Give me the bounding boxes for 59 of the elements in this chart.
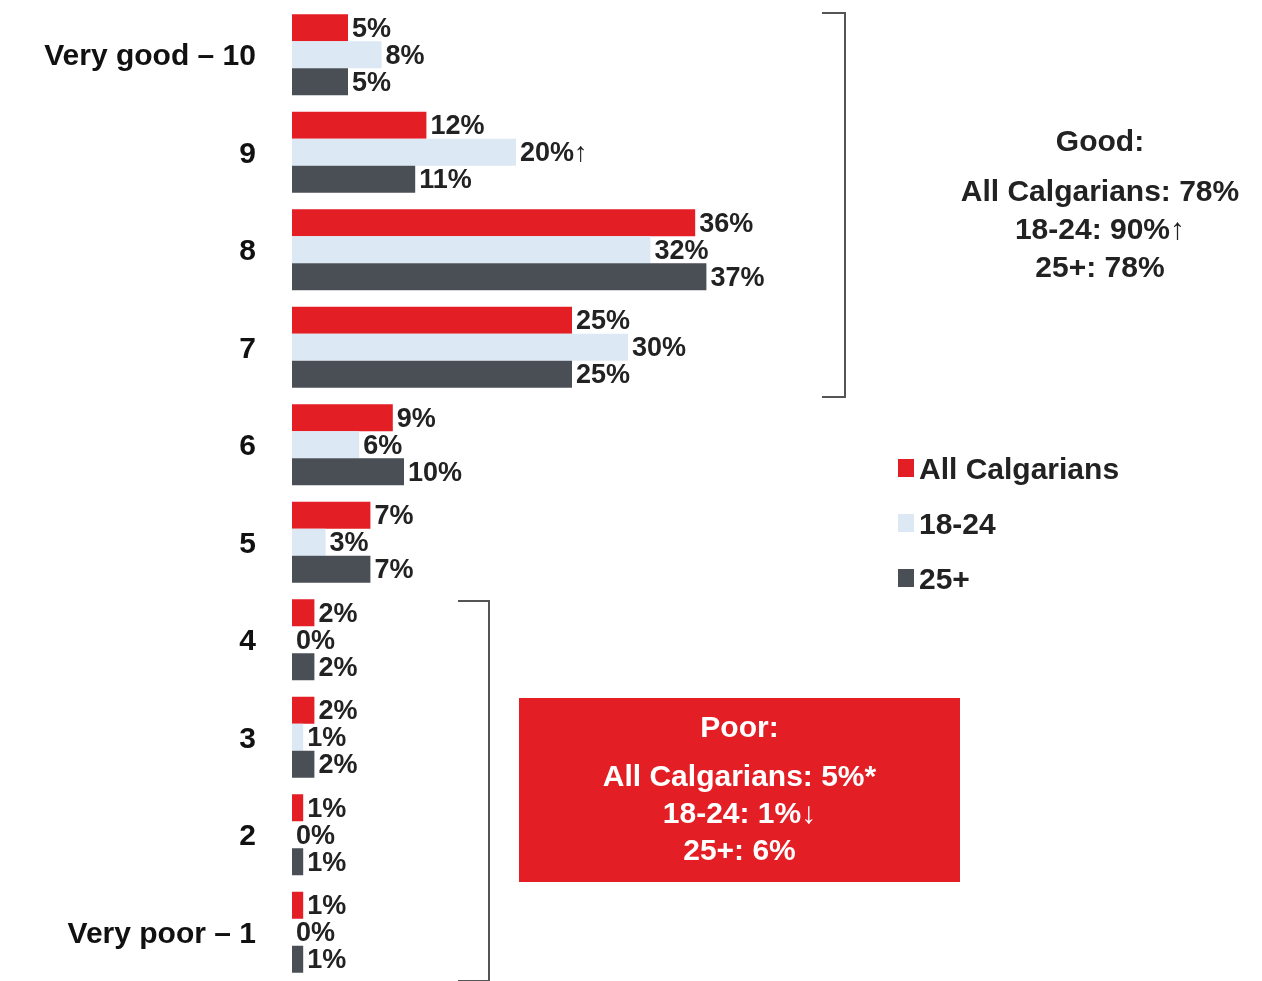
- bar: [292, 236, 651, 264]
- annotation: 25+: 6%: [682, 832, 797, 868]
- bar: [292, 333, 628, 361]
- data-label: 30%: [632, 332, 687, 363]
- y-tick-label: 7: [239, 330, 256, 364]
- legend-label: 18-24: [919, 506, 997, 540]
- data-label: 20%↑: [520, 137, 588, 168]
- data-label: 10%: [408, 456, 463, 487]
- data-label: 3%: [329, 527, 369, 558]
- bar: [292, 723, 304, 751]
- bar: [292, 599, 315, 627]
- bar: [292, 14, 348, 42]
- bar: [292, 68, 348, 96]
- annotation: 18-24: 1%↓: [661, 795, 818, 831]
- bar: [292, 306, 572, 334]
- data-label: 7%: [374, 554, 414, 585]
- bar: [292, 555, 371, 583]
- data-label: 11%: [419, 164, 472, 195]
- bar: [292, 501, 371, 529]
- bar: [292, 458, 404, 486]
- bar: [292, 945, 304, 973]
- annotation: All Calgarians: 5%*: [601, 758, 878, 794]
- y-tick-label: Very good – 10: [44, 38, 256, 72]
- bar: [292, 111, 427, 139]
- y-tick-label: 3: [239, 720, 256, 754]
- bar: [292, 696, 315, 724]
- data-label: 37%: [710, 261, 765, 292]
- data-label: 12%: [430, 110, 485, 141]
- bar: [292, 431, 360, 459]
- bar: [292, 891, 304, 919]
- y-tick-label: 6: [239, 428, 256, 462]
- y-tick-label: 5: [239, 525, 256, 559]
- y-tick-label: 2: [239, 818, 256, 852]
- y-tick-label: Very poor – 1: [67, 915, 256, 949]
- data-label: 25%: [576, 359, 631, 390]
- y-tick-label: 8: [239, 233, 256, 267]
- bar: [292, 209, 696, 237]
- annotation: Poor:: [699, 709, 780, 745]
- text: 18-24: 90%↑: [1013, 211, 1187, 247]
- bar: [292, 750, 315, 778]
- bar: [292, 848, 304, 876]
- bar: [292, 653, 315, 681]
- y-tick-label: 9: [239, 135, 256, 169]
- text: Good:: [1054, 123, 1146, 159]
- legend-label: 25+: [919, 561, 970, 595]
- text: All Calgarians: 78%: [959, 173, 1241, 209]
- y-tick-label: 4: [239, 623, 257, 657]
- bar: [292, 138, 516, 166]
- data-label: 7%: [374, 500, 414, 531]
- legend-label: All Calgarians: [919, 451, 1120, 485]
- bar: [292, 794, 304, 822]
- bar: [292, 360, 572, 388]
- data-label: 25%: [576, 305, 631, 336]
- bar: [292, 404, 393, 432]
- bar: [292, 165, 416, 193]
- bar: [292, 41, 382, 69]
- bar: [292, 528, 326, 556]
- bar: [292, 263, 707, 291]
- text: 25+: 78%: [1034, 249, 1166, 285]
